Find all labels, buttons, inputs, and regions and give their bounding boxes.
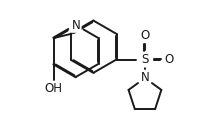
Text: O: O — [165, 53, 174, 66]
Text: N: N — [140, 72, 149, 84]
Text: N: N — [72, 19, 80, 32]
Text: O: O — [140, 29, 150, 42]
Text: S: S — [141, 53, 149, 66]
Text: OH: OH — [45, 82, 63, 95]
